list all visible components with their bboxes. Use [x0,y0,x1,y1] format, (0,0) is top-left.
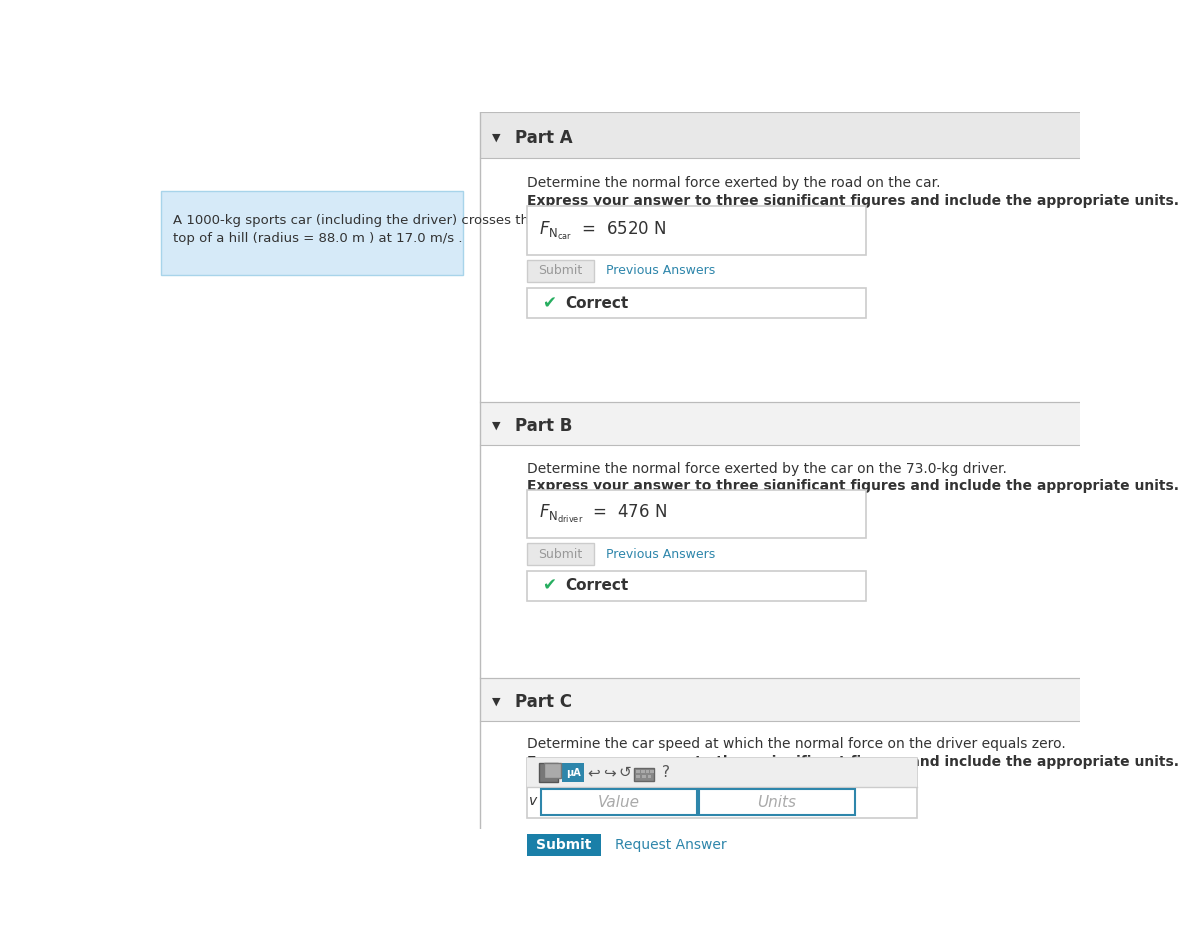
Text: $F_{\mathrm{N_{car}}}$  =  6520 N: $F_{\mathrm{N_{car}}}$ = 6520 N [539,220,666,242]
FancyBboxPatch shape [634,768,654,780]
FancyBboxPatch shape [527,571,866,600]
Text: ↪: ↪ [604,765,616,780]
FancyBboxPatch shape [527,207,866,255]
Text: ↩: ↩ [587,765,600,780]
Text: ↺: ↺ [619,765,631,780]
FancyBboxPatch shape [636,775,640,778]
FancyBboxPatch shape [527,288,866,318]
Text: v =: v = [529,794,553,808]
FancyBboxPatch shape [527,759,917,817]
Text: Submit: Submit [538,547,582,560]
Text: Determine the normal force exerted by the car on the 73.0-kg driver.: Determine the normal force exerted by th… [527,462,1007,476]
Text: ✔: ✔ [542,576,557,595]
Text: A 1000-kg sports car (including the driver) crosses the rounded: A 1000-kg sports car (including the driv… [173,214,598,227]
FancyBboxPatch shape [648,775,652,778]
Text: ▼: ▼ [492,421,500,431]
Text: $F_{\mathrm{N_{driver}}}$  =  476 N: $F_{\mathrm{N_{driver}}}$ = 476 N [539,503,667,525]
FancyBboxPatch shape [540,789,697,815]
FancyBboxPatch shape [527,759,917,787]
FancyBboxPatch shape [480,112,1080,158]
Text: Express your answer to three significant figures and include the appropriate uni: Express your answer to three significant… [527,755,1178,769]
Text: Part A: Part A [515,128,572,146]
Text: ▼: ▼ [492,696,500,707]
Text: Determine the normal force exerted by the road on the car.: Determine the normal force exerted by th… [527,176,940,190]
Text: Submit: Submit [536,838,592,852]
Text: Units: Units [757,794,797,810]
FancyBboxPatch shape [698,789,854,815]
Text: Submit: Submit [538,264,582,277]
Text: top of a hill (radius = 88.0 m ) at 17.0 m/s .: top of a hill (radius = 88.0 m ) at 17.0… [173,232,463,245]
Text: ?: ? [662,765,670,780]
FancyBboxPatch shape [480,445,1080,678]
FancyBboxPatch shape [527,834,601,856]
FancyBboxPatch shape [480,402,1080,445]
FancyBboxPatch shape [480,678,1080,721]
Text: Determine the car speed at which the normal force on the driver equals zero.: Determine the car speed at which the nor… [527,736,1066,750]
FancyBboxPatch shape [650,770,654,774]
Text: Express your answer to three significant figures and include the appropriate uni: Express your answer to three significant… [527,195,1178,209]
FancyBboxPatch shape [562,763,584,782]
Text: ▼: ▼ [492,132,500,142]
FancyBboxPatch shape [539,763,558,782]
FancyBboxPatch shape [527,490,866,538]
Text: μA: μA [565,768,581,777]
FancyBboxPatch shape [527,544,594,565]
Text: Value: Value [598,794,640,810]
FancyBboxPatch shape [545,762,562,778]
Text: Express your answer to three significant figures and include the appropriate uni: Express your answer to three significant… [527,479,1178,493]
Text: Part C: Part C [515,693,571,710]
FancyBboxPatch shape [480,721,1080,829]
Text: Correct: Correct [565,578,629,593]
FancyBboxPatch shape [646,770,649,774]
FancyBboxPatch shape [161,191,463,276]
FancyBboxPatch shape [150,112,1080,829]
Text: ✔: ✔ [542,294,557,312]
Text: Correct: Correct [565,296,629,311]
FancyBboxPatch shape [642,775,646,778]
FancyBboxPatch shape [636,770,640,774]
FancyBboxPatch shape [641,770,644,774]
Text: Previous Answers: Previous Answers [606,547,715,560]
Text: Request Answer: Request Answer [616,838,727,852]
FancyBboxPatch shape [480,158,1080,402]
FancyBboxPatch shape [527,260,594,281]
Text: Previous Answers: Previous Answers [606,264,715,277]
Text: Part B: Part B [515,417,572,435]
